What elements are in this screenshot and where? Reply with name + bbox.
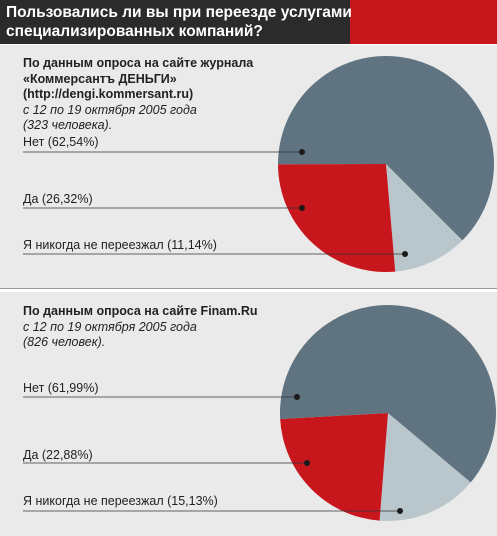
- survey-1-source-line: «Коммерсантъ ДЕНЬГИ»: [23, 71, 177, 86]
- chart-1-leader-dot-slice-yes: [299, 205, 305, 211]
- survey-1-respondents: (323 человека).: [23, 118, 113, 132]
- chart-2-slice-never: [379, 413, 471, 521]
- chart-1-label-never: Я никогда не переезжал (11,14%): [23, 238, 217, 252]
- survey-2-source-line: По данным опроса на сайте Finam.Ru: [23, 304, 258, 318]
- chart-2-label-no: Нет (61,99%): [23, 381, 99, 395]
- chart-2-slice-yes: [280, 413, 388, 521]
- header-accent-block: [350, 0, 497, 44]
- survey-1-source-line: По данным опроса на сайте журнала: [23, 56, 254, 70]
- survey-2-period: с 12 по 19 октября 2005 года: [23, 319, 197, 334]
- chart-1-label-yes: Да (26,32%): [23, 192, 93, 206]
- chart-1-label-no: Нет (62,54%): [23, 135, 99, 149]
- chart-2-leader-dot-slice-never: [397, 508, 403, 514]
- survey-2-description: По данным опроса на сайте Finam.Ru с 12 …: [23, 304, 258, 351]
- chart-1-slice-no: [277, 56, 494, 241]
- header-bar: Пользовались ли вы при переезде услугами…: [0, 0, 497, 44]
- chart-2-leader-dot-slice-no: [294, 394, 300, 400]
- chart-1-leader-dot-slice-never: [402, 251, 408, 257]
- survey-1-description: По данным опроса на сайте журнала «Комме…: [23, 56, 253, 134]
- survey-1-period: с 12 по 19 октября 2005 года: [23, 102, 197, 117]
- chart-2-leader-dot-slice-yes: [304, 460, 310, 466]
- chart-2-label-never: Я никогда не переезжал (15,13%): [23, 494, 218, 508]
- survey-1-source-line: (http://dengi.kommersant.ru): [23, 87, 194, 101]
- chart-2-slice-no: [279, 305, 496, 483]
- survey-2-respondents: (826 человек).: [23, 335, 106, 349]
- chart-1-leader-dot-slice-no: [299, 149, 305, 155]
- chart-2-label-yes: Да (22,88%): [23, 448, 93, 462]
- chart-1-slice-never: [386, 164, 463, 272]
- chart-title: Пользовались ли вы при переезде услугами…: [6, 4, 352, 40]
- chart-1-slice-yes: [278, 164, 396, 273]
